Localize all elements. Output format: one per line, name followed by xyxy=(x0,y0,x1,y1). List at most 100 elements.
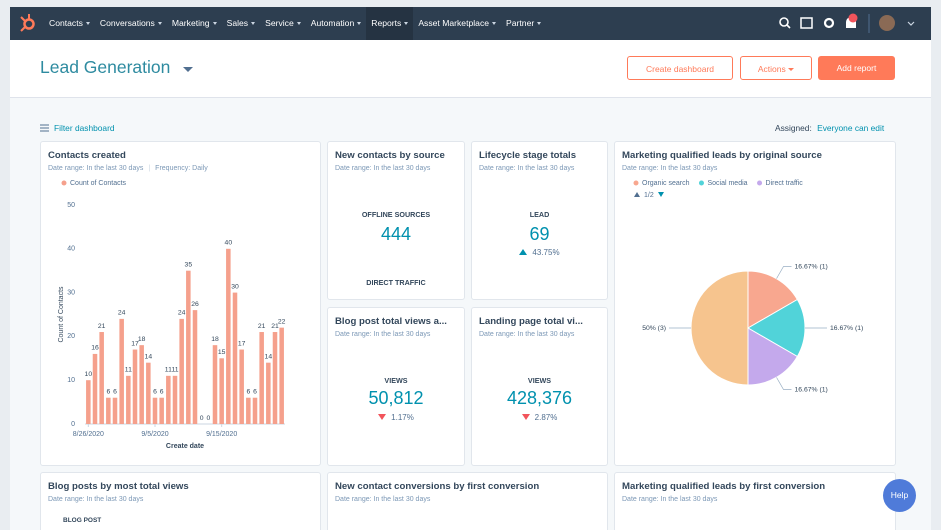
bar xyxy=(219,358,224,424)
bar xyxy=(119,318,124,424)
leader-line xyxy=(776,377,792,390)
bar xyxy=(192,310,198,424)
kpi-change: 1.17% xyxy=(328,413,464,422)
help-button[interactable]: Help xyxy=(883,479,916,512)
data-label: 0 xyxy=(200,415,204,422)
nav-item[interactable]: Marketing xyxy=(167,7,222,40)
date-range: Date range: In the last 30 days xyxy=(48,165,144,172)
date-range: Date range: In the last 30 days xyxy=(335,331,431,338)
nav-item[interactable]: Partner xyxy=(501,7,546,40)
y-tick-label: 20 xyxy=(67,333,75,340)
report-card: Blog post total views a... Date range: I… xyxy=(327,307,465,466)
data-label: 30 xyxy=(231,283,239,290)
data-label: 0 xyxy=(206,415,210,422)
data-label: 11 xyxy=(125,367,132,374)
data-label: 40 xyxy=(225,240,233,247)
data-label: 14 xyxy=(265,353,273,360)
top-nav: Contacts Conversations Marketing Sales Servi… xyxy=(10,7,931,40)
data-label: 21 xyxy=(258,323,266,330)
filter-dashboard[interactable]: Filter dashboard xyxy=(40,123,115,133)
data-label: 17 xyxy=(238,340,246,347)
date-range: Date range: In the last 30 days xyxy=(479,331,575,338)
nav-icons xyxy=(779,13,915,33)
kpi-label: LEAD xyxy=(529,210,550,219)
data-label: 6 xyxy=(113,389,117,396)
report-card: Lifecycle stage totals Date range: In th… xyxy=(471,141,608,300)
report-card: Contacts created Date range: In the last… xyxy=(40,141,321,466)
bar xyxy=(139,345,144,424)
bar xyxy=(152,397,158,424)
bar xyxy=(246,397,251,424)
search-icon[interactable] xyxy=(779,17,789,27)
assigned-value[interactable]: Everyone can edit xyxy=(817,123,885,133)
legend-label: Count of Contacts xyxy=(70,180,127,187)
avatar[interactable] xyxy=(879,15,895,31)
kpi-change: 2.87% xyxy=(472,413,607,422)
nav-item[interactable]: Service xyxy=(260,7,306,40)
legend-swatch xyxy=(698,180,704,186)
x-tick-label: 9/15/2020 xyxy=(206,431,237,438)
pie-slice xyxy=(747,270,799,329)
date-range: Date range: In the last 30 days xyxy=(48,496,144,503)
data-label: 21 xyxy=(98,323,106,330)
dashboard-header: Lead Generation Create dashboard Actions… xyxy=(10,40,931,98)
bar-chart: Count of Contacts 0 10 20 30 40 50 Count of Con… xyxy=(58,180,286,450)
bar xyxy=(252,397,258,424)
data-label: 17 xyxy=(131,340,139,347)
x-axis-label: Create date xyxy=(166,443,204,450)
leader-line xyxy=(776,266,792,279)
nav-item[interactable]: Automation xyxy=(306,7,366,40)
nav-item[interactable]: Sales xyxy=(222,7,261,40)
legend-swatch xyxy=(633,180,639,186)
data-label: 15 xyxy=(218,349,226,356)
bar xyxy=(112,397,118,424)
marketplace-icon[interactable] xyxy=(800,17,813,29)
add-report-button[interactable]: Add report xyxy=(818,56,895,80)
report-card: Landing page total vi... Date range: In … xyxy=(471,307,608,466)
bar xyxy=(266,362,271,424)
logo[interactable] xyxy=(16,7,46,40)
bar xyxy=(146,362,151,424)
nav-item[interactable]: Asset Marketplace xyxy=(413,7,501,40)
report-card: Marketing qualified leads by first conve… xyxy=(614,472,896,530)
dashboard-title[interactable]: Lead Generation xyxy=(40,57,171,77)
bar xyxy=(86,380,91,424)
legend-page: 1/2 xyxy=(644,192,654,199)
card-title: Blog post total views a... xyxy=(335,316,447,327)
slice-label: 16.67% (1) xyxy=(795,263,828,270)
settings-icon[interactable] xyxy=(823,17,835,29)
nav-menu: Contacts Conversations Marketing Sales Servi… xyxy=(44,7,546,40)
create-dashboard-button[interactable]: Create dashboard xyxy=(627,56,733,80)
pie-slice xyxy=(747,298,806,358)
bar xyxy=(166,375,171,424)
data-label: 21 xyxy=(271,323,279,330)
data-label: 26 xyxy=(191,301,199,308)
nav-item[interactable]: Conversations xyxy=(95,7,167,40)
nav-item[interactable]: Contacts xyxy=(44,7,95,40)
bar xyxy=(232,292,238,424)
data-label: 6 xyxy=(106,389,110,396)
frequency: Frequency: Daily xyxy=(155,165,208,172)
report-card: New contacts by source Date range: In th… xyxy=(327,141,465,300)
kpi-value: 69 xyxy=(529,224,550,244)
x-tick-label: 9/5/2020 xyxy=(141,431,168,438)
bar xyxy=(159,397,164,424)
y-tick-label: 0 xyxy=(71,421,75,428)
column-header: BLOG POST xyxy=(63,517,102,524)
bar xyxy=(99,332,104,424)
y-tick-label: 30 xyxy=(67,289,75,296)
kpi-value: 50,812 xyxy=(368,388,424,408)
bar xyxy=(279,327,284,424)
filter-label: Filter dashboard xyxy=(54,123,115,133)
date-range: Date range: In the last 30 days xyxy=(622,496,718,503)
actions-button[interactable]: Actions xyxy=(740,56,812,80)
bar xyxy=(212,345,218,424)
report-card: Marketing qualified leads by original so… xyxy=(614,141,896,466)
legend-label: Organic search xyxy=(642,180,690,187)
kpi-label: OFFLINE SOURCES xyxy=(361,210,431,219)
nav-item[interactable]: Reports xyxy=(366,7,414,40)
title-caret[interactable] xyxy=(183,67,193,77)
data-label: 6 xyxy=(253,389,257,396)
pie-slice xyxy=(690,270,749,386)
